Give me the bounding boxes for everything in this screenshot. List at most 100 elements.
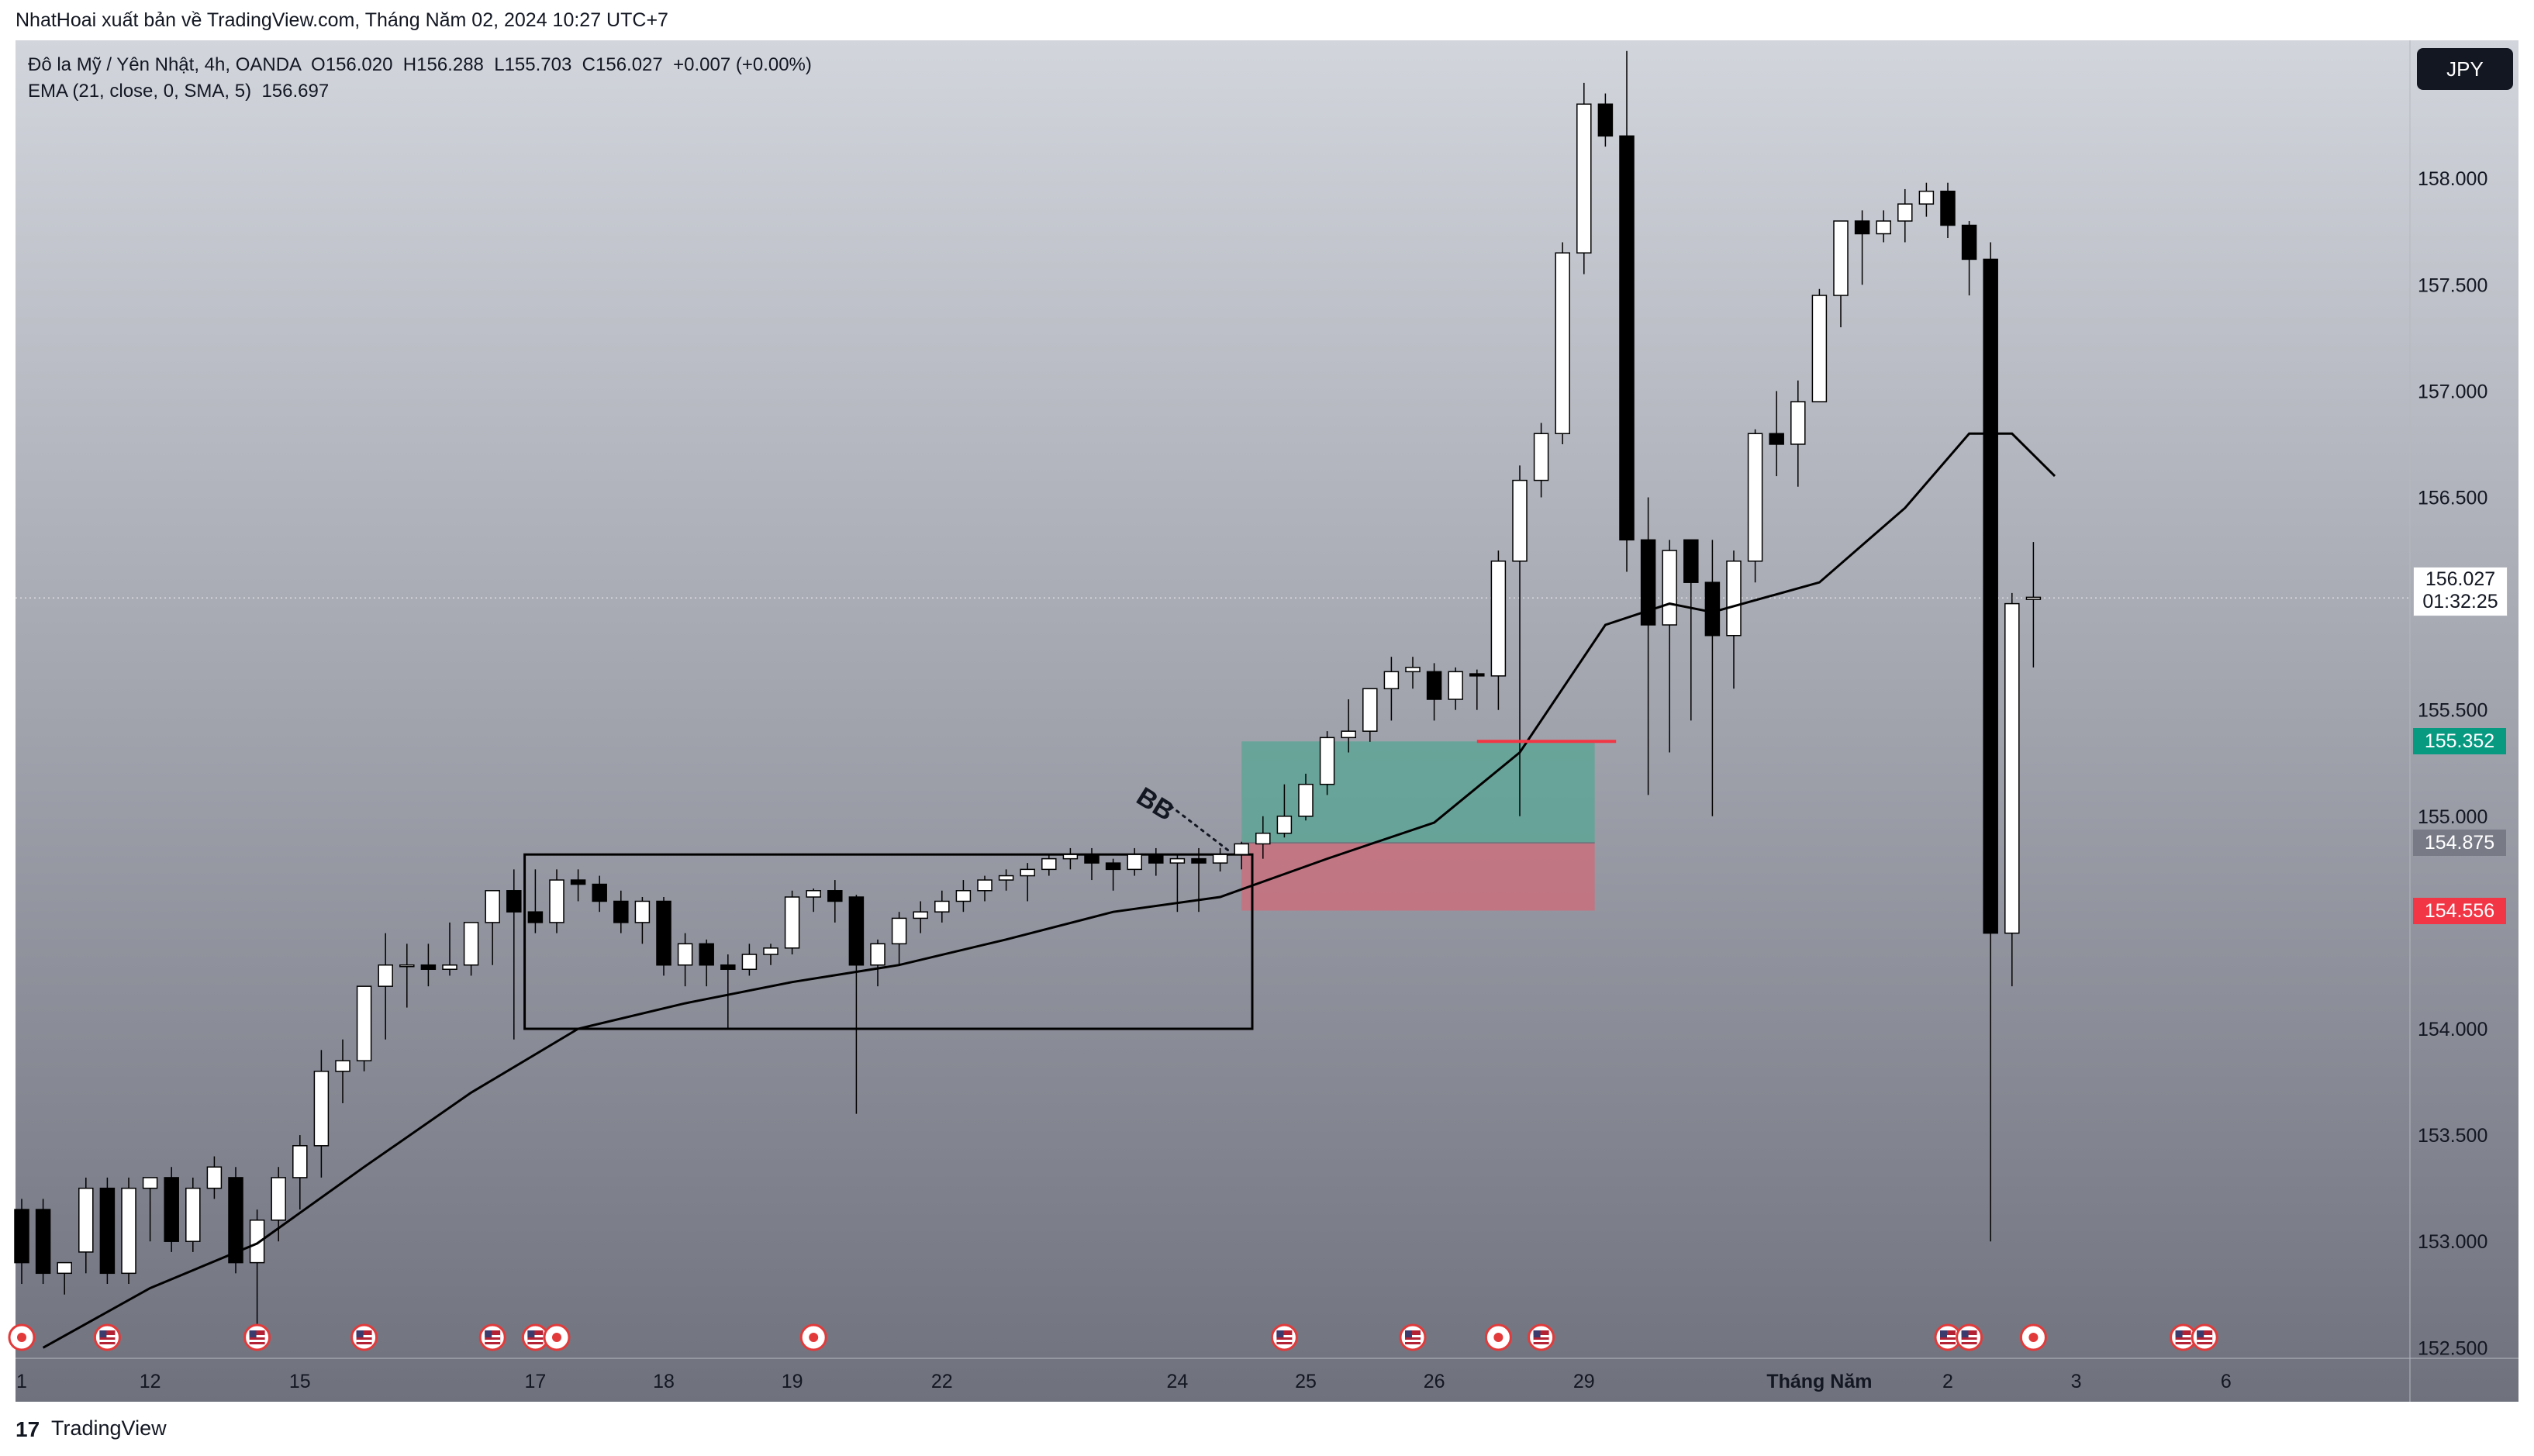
time-tick-label: 15 [289, 1371, 311, 1392]
us-flag-canton [1276, 1330, 1284, 1337]
candle-body [1597, 103, 1614, 137]
us-flag-canton [1533, 1330, 1541, 1337]
candle-body [399, 964, 415, 968]
event-dot-icon [1493, 1333, 1503, 1342]
tradingview-logo-icon[interactable]: 17 [16, 1417, 40, 1441]
candle-body [1897, 203, 1913, 222]
us-flag-stripe [527, 1335, 544, 1337]
candle-body [827, 890, 843, 902]
candle-body [848, 896, 865, 966]
us-flag-stripe [2197, 1335, 2213, 1337]
candle-body [1790, 401, 1806, 445]
candle-body [1640, 539, 1656, 626]
candle-body [1961, 224, 1977, 260]
candle-body [1169, 857, 1186, 864]
candle-body [763, 947, 778, 955]
candle-body [1726, 561, 1742, 637]
candle-body [1490, 561, 1507, 677]
us-flag-stripe [527, 1340, 544, 1342]
us-flag-stripe [99, 1340, 116, 1342]
candle-body [806, 890, 821, 898]
us-flag-canton [99, 1330, 107, 1337]
us-flag-canton [356, 1330, 364, 1337]
candle-body [677, 943, 693, 966]
us-flag-stripe [249, 1335, 265, 1337]
position-zones [1241, 741, 1595, 911]
ema-line [42, 432, 2056, 1349]
event-dot-icon [2028, 1333, 2039, 1342]
us-flag-stripe [2175, 1340, 2191, 1342]
price-tick-label: 156.500 [2418, 488, 2487, 509]
us-flag-stripe [485, 1335, 501, 1337]
candle-body [142, 1177, 158, 1189]
candle-body [206, 1166, 223, 1189]
price-tick-label: 155.500 [2418, 700, 2487, 722]
candle-body [335, 1060, 350, 1072]
us-flag-canton [1961, 1330, 1969, 1337]
time-tick-label: 17 [524, 1371, 546, 1392]
candle-body [1341, 730, 1356, 739]
consolidation-box [523, 853, 1254, 1030]
candle-body [1319, 737, 1335, 785]
candle-body [1276, 816, 1293, 834]
candle-body [1020, 868, 1035, 877]
price-tick-label: 153.000 [2418, 1231, 2487, 1253]
candle-body [378, 964, 393, 987]
publisher-bar: NhatHoai xuất bản về TradingView.com, Th… [0, 0, 2534, 40]
events-group[interactable] [8, 1323, 2218, 1351]
candle-body [1769, 433, 1784, 445]
candle-body [1704, 581, 1721, 637]
currency-button[interactable]: JPY [2417, 48, 2513, 90]
us-flag-canton [2175, 1330, 2183, 1337]
candle-body [1619, 135, 1635, 541]
chart-background [16, 40, 2518, 1402]
us-flag-stripe [2175, 1335, 2191, 1337]
us-flag-canton [2197, 1330, 2204, 1337]
price-tick-label: 153.500 [2418, 1125, 2487, 1147]
candle-body [228, 1177, 243, 1264]
candle-body [1662, 550, 1677, 626]
candle-body [784, 896, 800, 949]
candle-body [720, 964, 736, 970]
candle-body [1833, 220, 1849, 296]
us-flag-canton [1940, 1330, 1947, 1337]
time-tick-label: 26 [1424, 1371, 1445, 1392]
candle-body [420, 964, 437, 970]
tradingview-brand[interactable]: TradingView [51, 1416, 167, 1440]
us-flag-canton [527, 1330, 535, 1337]
ema-legend[interactable]: EMA (21, close, 0, SMA, 5) 156.697 [28, 81, 330, 102]
candle-body [1127, 854, 1142, 871]
target-price-tag: 155.352 [2413, 728, 2506, 755]
time-tick-label: 3 [2071, 1371, 2082, 1392]
candle-body [1983, 258, 1998, 934]
candle-body [1105, 862, 1121, 871]
candle-body [35, 1209, 51, 1275]
price-axis[interactable]: 158.000 157.500 157.000 156.500 155.500 155.0… [2418, 168, 2487, 1359]
us-flag-stripe [1405, 1340, 1421, 1342]
price-tick-label: 155.000 [2418, 806, 2487, 828]
time-tick-label: 6 [2221, 1371, 2232, 1392]
candle-body [1084, 854, 1100, 864]
stop-zone [1241, 843, 1595, 911]
time-tick-label: Tháng Năm [1766, 1371, 1872, 1392]
us-flag-stripe [1961, 1335, 1977, 1337]
candle-body [463, 922, 479, 966]
us-flag-canton [249, 1330, 257, 1337]
candle-body [1426, 671, 1442, 700]
candle-body [977, 879, 993, 892]
event-dot-icon [809, 1333, 819, 1342]
publisher-text: NhatHoai xuất bản về TradingView.com, Th… [16, 9, 668, 31]
symbol-legend[interactable]: Đô la Mỹ / Yên Nhật, 4h, OANDA O156.020 … [28, 54, 812, 75]
candle-body [14, 1209, 29, 1264]
candle-body [1854, 220, 1870, 235]
candle-body [1405, 667, 1421, 673]
footer-bar [0, 1402, 2534, 1456]
us-flag-stripe [1961, 1340, 1977, 1342]
candle-body [249, 1220, 265, 1264]
time-axis[interactable]: 1 12 15 17 18 19 22 24 25 26 29 Tháng Năm 2 3 6 [16, 1371, 2232, 1392]
candle-body [356, 985, 372, 1061]
candle-body [442, 964, 457, 970]
candle-body [1940, 190, 1956, 226]
us-flag-stripe [356, 1335, 372, 1337]
